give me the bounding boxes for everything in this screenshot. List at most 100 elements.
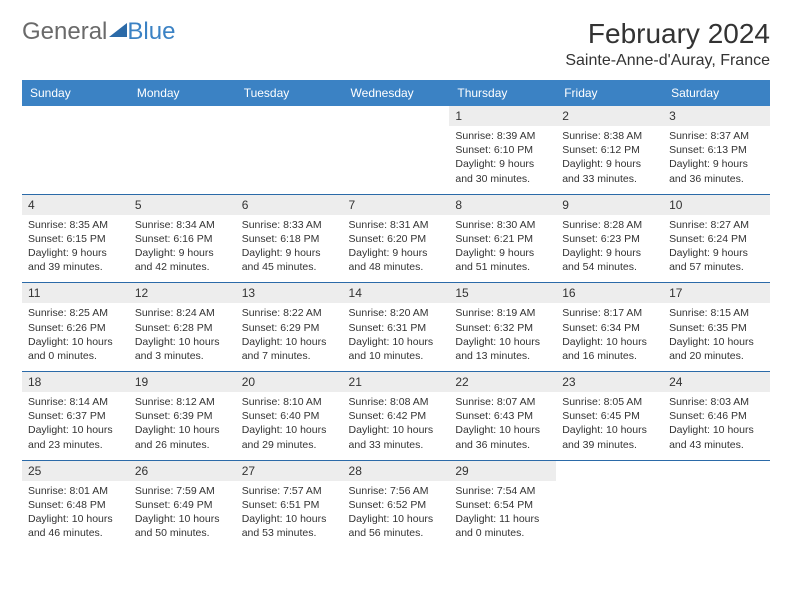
- weekday-header-row: SundayMondayTuesdayWednesdayThursdayFrid…: [22, 80, 770, 106]
- sunset-line: Sunset: 6:34 PM: [562, 321, 657, 335]
- sunset-line: Sunset: 6:31 PM: [349, 321, 444, 335]
- sunrise-line: Sunrise: 8:15 AM: [669, 306, 764, 320]
- day-number-cell: 24: [663, 372, 770, 392]
- brand-logo: General Blue: [22, 18, 175, 46]
- daylight-line: Daylight: 9 hours and 39 minutes.: [28, 246, 123, 274]
- day-number-row: 45678910: [22, 195, 770, 215]
- sunrise-line: Sunrise: 8:05 AM: [562, 395, 657, 409]
- sunset-line: Sunset: 6:23 PM: [562, 232, 657, 246]
- day-detail-cell: [129, 126, 236, 194]
- day-number-cell: [129, 106, 236, 126]
- day-detail-row: Sunrise: 8:25 AMSunset: 6:26 PMDaylight:…: [22, 303, 770, 371]
- day-detail-cell: Sunrise: 8:01 AMSunset: 6:48 PMDaylight:…: [22, 481, 129, 549]
- sunset-line: Sunset: 6:35 PM: [669, 321, 764, 335]
- day-detail-cell: Sunrise: 8:27 AMSunset: 6:24 PMDaylight:…: [663, 215, 770, 283]
- day-number-row: 18192021222324: [22, 372, 770, 392]
- sunset-line: Sunset: 6:37 PM: [28, 409, 123, 423]
- location-text: Sainte-Anne-d'Auray, France: [565, 52, 770, 70]
- day-number-cell: 5: [129, 195, 236, 215]
- day-number-cell: 29: [449, 461, 556, 481]
- weekday-header: Wednesday: [343, 80, 450, 106]
- weekday-header: Saturday: [663, 80, 770, 106]
- daylight-line: Daylight: 10 hours and 3 minutes.: [135, 335, 230, 363]
- day-detail-cell: Sunrise: 8:22 AMSunset: 6:29 PMDaylight:…: [236, 303, 343, 371]
- daylight-line: Daylight: 10 hours and 56 minutes.: [349, 512, 444, 540]
- day-detail-cell: Sunrise: 8:24 AMSunset: 6:28 PMDaylight:…: [129, 303, 236, 371]
- day-number-cell: 27: [236, 461, 343, 481]
- sunset-line: Sunset: 6:32 PM: [455, 321, 550, 335]
- day-detail-cell: Sunrise: 8:10 AMSunset: 6:40 PMDaylight:…: [236, 392, 343, 460]
- weekday-header: Tuesday: [236, 80, 343, 106]
- day-detail-cell: Sunrise: 8:12 AMSunset: 6:39 PMDaylight:…: [129, 392, 236, 460]
- sunrise-line: Sunrise: 8:03 AM: [669, 395, 764, 409]
- sunrise-line: Sunrise: 8:17 AM: [562, 306, 657, 320]
- day-detail-cell: Sunrise: 8:28 AMSunset: 6:23 PMDaylight:…: [556, 215, 663, 283]
- day-detail-cell: Sunrise: 7:56 AMSunset: 6:52 PMDaylight:…: [343, 481, 450, 549]
- sunset-line: Sunset: 6:46 PM: [669, 409, 764, 423]
- daylight-line: Daylight: 10 hours and 29 minutes.: [242, 423, 337, 451]
- day-number-cell: 26: [129, 461, 236, 481]
- sunrise-line: Sunrise: 7:56 AM: [349, 484, 444, 498]
- day-detail-cell: Sunrise: 8:17 AMSunset: 6:34 PMDaylight:…: [556, 303, 663, 371]
- sunrise-line: Sunrise: 8:14 AM: [28, 395, 123, 409]
- day-detail-cell: [556, 481, 663, 549]
- sunset-line: Sunset: 6:15 PM: [28, 232, 123, 246]
- day-number-row: 123: [22, 106, 770, 126]
- sunrise-line: Sunrise: 8:37 AM: [669, 129, 764, 143]
- daylight-line: Daylight: 10 hours and 10 minutes.: [349, 335, 444, 363]
- day-number-cell: 15: [449, 283, 556, 303]
- day-detail-cell: [22, 126, 129, 194]
- daylight-line: Daylight: 10 hours and 16 minutes.: [562, 335, 657, 363]
- daylight-line: Daylight: 10 hours and 50 minutes.: [135, 512, 230, 540]
- day-detail-cell: Sunrise: 8:14 AMSunset: 6:37 PMDaylight:…: [22, 392, 129, 460]
- daylight-line: Daylight: 10 hours and 13 minutes.: [455, 335, 550, 363]
- daylight-line: Daylight: 9 hours and 45 minutes.: [242, 246, 337, 274]
- daylight-line: Daylight: 10 hours and 23 minutes.: [28, 423, 123, 451]
- day-detail-cell: Sunrise: 8:37 AMSunset: 6:13 PMDaylight:…: [663, 126, 770, 194]
- day-number-cell: [22, 106, 129, 126]
- page-title: February 2024: [565, 18, 770, 50]
- day-number-cell: 22: [449, 372, 556, 392]
- day-detail-row: Sunrise: 8:01 AMSunset: 6:48 PMDaylight:…: [22, 481, 770, 549]
- weekday-header: Thursday: [449, 80, 556, 106]
- day-detail-cell: Sunrise: 8:19 AMSunset: 6:32 PMDaylight:…: [449, 303, 556, 371]
- sunset-line: Sunset: 6:26 PM: [28, 321, 123, 335]
- day-detail-cell: Sunrise: 8:34 AMSunset: 6:16 PMDaylight:…: [129, 215, 236, 283]
- sunset-line: Sunset: 6:18 PM: [242, 232, 337, 246]
- day-number-cell: 7: [343, 195, 450, 215]
- day-number-cell: 17: [663, 283, 770, 303]
- day-detail-row: Sunrise: 8:14 AMSunset: 6:37 PMDaylight:…: [22, 392, 770, 460]
- day-number-cell: [556, 461, 663, 481]
- weekday-header: Sunday: [22, 80, 129, 106]
- sunset-line: Sunset: 6:42 PM: [349, 409, 444, 423]
- sunrise-line: Sunrise: 8:25 AM: [28, 306, 123, 320]
- day-detail-cell: Sunrise: 7:54 AMSunset: 6:54 PMDaylight:…: [449, 481, 556, 549]
- sunset-line: Sunset: 6:43 PM: [455, 409, 550, 423]
- day-detail-cell: Sunrise: 8:05 AMSunset: 6:45 PMDaylight:…: [556, 392, 663, 460]
- sunset-line: Sunset: 6:52 PM: [349, 498, 444, 512]
- sunset-line: Sunset: 6:20 PM: [349, 232, 444, 246]
- sunrise-line: Sunrise: 8:34 AM: [135, 218, 230, 232]
- title-block: February 2024 Sainte-Anne-d'Auray, Franc…: [565, 18, 770, 70]
- weekday-header: Monday: [129, 80, 236, 106]
- sunrise-line: Sunrise: 8:20 AM: [349, 306, 444, 320]
- day-number-cell: 23: [556, 372, 663, 392]
- daylight-line: Daylight: 9 hours and 42 minutes.: [135, 246, 230, 274]
- sunrise-line: Sunrise: 8:38 AM: [562, 129, 657, 143]
- daylight-line: Daylight: 10 hours and 0 minutes.: [28, 335, 123, 363]
- sunset-line: Sunset: 6:45 PM: [562, 409, 657, 423]
- day-number-cell: 4: [22, 195, 129, 215]
- sunrise-line: Sunrise: 8:33 AM: [242, 218, 337, 232]
- day-detail-cell: Sunrise: 8:07 AMSunset: 6:43 PMDaylight:…: [449, 392, 556, 460]
- day-detail-cell: Sunrise: 7:59 AMSunset: 6:49 PMDaylight:…: [129, 481, 236, 549]
- day-number-row: 11121314151617: [22, 283, 770, 303]
- day-number-cell: 9: [556, 195, 663, 215]
- day-number-cell: 13: [236, 283, 343, 303]
- sunset-line: Sunset: 6:10 PM: [455, 143, 550, 157]
- day-detail-cell: Sunrise: 8:03 AMSunset: 6:46 PMDaylight:…: [663, 392, 770, 460]
- day-detail-cell: [663, 481, 770, 549]
- sunset-line: Sunset: 6:24 PM: [669, 232, 764, 246]
- sunrise-line: Sunrise: 8:28 AM: [562, 218, 657, 232]
- day-number-cell: 18: [22, 372, 129, 392]
- sunset-line: Sunset: 6:51 PM: [242, 498, 337, 512]
